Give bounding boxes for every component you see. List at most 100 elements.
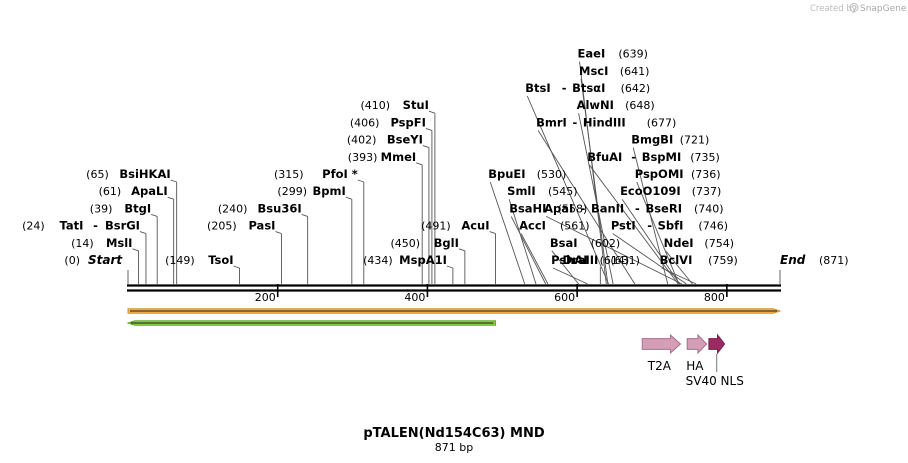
site-name[interactable]: BsaI: [550, 236, 578, 250]
site-name[interactable]: BpuEI: [488, 167, 525, 181]
restriction-site[interactable]: DraIII (631): [563, 253, 640, 267]
restriction-site[interactable]: BtgI (39): [90, 201, 151, 215]
restriction-site[interactable]: PspOMI (736): [635, 167, 721, 181]
restriction-site[interactable]: BtsI - BtsαI (642): [525, 81, 650, 95]
site-name[interactable]: BsaHI: [509, 201, 546, 215]
site-name[interactable]: AccI: [519, 219, 546, 233]
restriction-site[interactable]: BsaI (602): [550, 236, 620, 250]
site-name[interactable]: PspFI: [390, 115, 425, 129]
restriction-site[interactable]: PstI - SbfI (746): [611, 219, 728, 233]
restriction-site[interactable]: BsaHI (558): [509, 201, 587, 215]
site-leader: [422, 145, 430, 149]
restriction-site[interactable]: NdeI (754): [664, 236, 734, 250]
site-leader: [357, 179, 364, 183]
end-label: End: [780, 253, 806, 267]
restriction-site[interactable]: StuI (410): [361, 98, 429, 112]
restriction-site[interactable]: TsoI (149): [165, 253, 233, 267]
site-name[interactable]: EaeI: [578, 47, 606, 61]
site-name[interactable]: MscI: [579, 64, 608, 78]
restriction-site[interactable]: BpuEI (530): [488, 167, 566, 181]
site-name[interactable]: TatI: [60, 219, 84, 233]
site-name[interactable]: AcuI: [461, 219, 489, 233]
site-name[interactable]: BclVI: [660, 253, 693, 267]
site-position: (61): [99, 185, 122, 198]
restriction-site[interactable]: BclVI (759): [660, 253, 738, 267]
restriction-site[interactable]: MmeI(393): [348, 150, 416, 164]
site-name[interactable]: SbfI: [658, 219, 684, 233]
restriction-site[interactable]: BsrGI-TatI (24): [22, 219, 140, 233]
site-name[interactable]: BmrI: [536, 115, 567, 129]
restriction-site[interactable]: SmlI (545): [507, 184, 577, 198]
restriction-site[interactable]: MslI (14): [71, 236, 132, 250]
site-name[interactable]: MslI: [106, 236, 133, 250]
site-name[interactable]: AlwNI: [577, 98, 614, 112]
site-name[interactable]: MspA1I: [399, 253, 447, 267]
site-name[interactable]: PspOMI: [635, 167, 684, 181]
site-leader: [552, 267, 588, 285]
site-name[interactable]: ApaI: [544, 201, 573, 215]
site-leader: [170, 179, 177, 183]
site-name[interactable]: BsrGI: [105, 219, 140, 233]
site-name[interactable]: PshAI: [551, 253, 587, 267]
restriction-site[interactable]: AccI (561): [519, 219, 589, 233]
restriction-site[interactable]: ApaLI (61): [99, 184, 168, 198]
site-name[interactable]: ApaLI: [131, 184, 168, 198]
site-name[interactable]: BseYI: [387, 133, 423, 147]
restriction-site[interactable]: BsiHKAI (65): [86, 167, 170, 181]
restriction-site[interactable]: BseYI (402): [347, 133, 423, 147]
site-leader: [489, 231, 496, 235]
small-feature-arrow[interactable]: [708, 333, 726, 355]
site-name[interactable]: BtsαI: [572, 81, 605, 95]
ruler-tick-label: 600: [554, 291, 575, 304]
restriction-site[interactable]: BmgBI (721): [631, 133, 709, 147]
restriction-site[interactable]: MspA1I (434): [363, 253, 447, 267]
site-name[interactable]: StuI: [403, 98, 429, 112]
restriction-site[interactable]: BfuAI - BspMI (735): [587, 150, 720, 164]
site-name[interactable]: PasI: [248, 219, 275, 233]
restriction-site[interactable]: EcoO109I (737): [620, 184, 721, 198]
restriction-site[interactable]: BpmI (299): [277, 184, 345, 198]
restriction-site[interactable]: MscI (641): [579, 64, 649, 78]
restriction-site[interactable]: PshAI (614): [551, 253, 629, 267]
restriction-site[interactable]: PasI (205): [207, 219, 275, 233]
ruler-ticks: 200 400 600 800: [255, 284, 728, 304]
site-position: (315): [274, 168, 304, 181]
site-name[interactable]: BpmI: [313, 184, 346, 198]
restriction-site[interactable]: PfoI * (315): [274, 167, 358, 181]
site-leader: [621, 198, 681, 285]
site-name[interactable]: MmeI: [381, 150, 417, 164]
site-name[interactable]: PfoI *: [322, 167, 358, 181]
restriction-site[interactable]: AcuI (491): [421, 219, 489, 233]
restriction-site[interactable]: BglI (450): [390, 236, 458, 250]
site-name[interactable]: NdeI: [664, 236, 694, 250]
site-name[interactable]: HindIII: [583, 115, 626, 129]
site-name[interactable]: BsiHKAI: [119, 167, 170, 181]
site-name[interactable]: SmlI: [507, 184, 536, 198]
site-name[interactable]: TsoI: [208, 253, 233, 267]
restriction-site[interactable]: ApaI - BanII - BseRI (740): [544, 201, 723, 215]
restriction-site[interactable]: EaeI (639): [578, 47, 648, 61]
site-name[interactable]: BfuAI: [587, 150, 622, 164]
site-name[interactable]: EcoO109I: [620, 184, 681, 198]
site-leader: [167, 196, 174, 200]
site-position: (754): [704, 237, 734, 250]
end-position: (871): [819, 254, 849, 267]
small-feature-arrow[interactable]: [686, 333, 708, 355]
site-name[interactable]: BglI: [434, 236, 459, 250]
site-leader: [446, 265, 454, 269]
site-name[interactable]: PstI: [611, 219, 636, 233]
site-name[interactable]: Bsu36I: [258, 201, 302, 215]
site-position: (639): [618, 48, 648, 61]
site-name[interactable]: BtsI: [525, 81, 550, 95]
site-name[interactable]: BanII: [591, 201, 624, 215]
site-name[interactable]: BseRI: [645, 201, 682, 215]
site-name[interactable]: BmgBI: [631, 133, 673, 147]
site-name[interactable]: BspMI: [642, 150, 682, 164]
site-name[interactable]: DraIII: [563, 253, 599, 267]
site-name[interactable]: BtgI: [124, 201, 151, 215]
restriction-site[interactable]: AlwNI (648): [577, 98, 655, 112]
restriction-site[interactable]: Bsu36I (240): [218, 201, 302, 215]
small-feature-arrow[interactable]: [641, 333, 682, 355]
restriction-site[interactable]: BmrI - HindIII (677): [536, 115, 676, 129]
restriction-site[interactable]: PspFI (406): [350, 115, 426, 129]
